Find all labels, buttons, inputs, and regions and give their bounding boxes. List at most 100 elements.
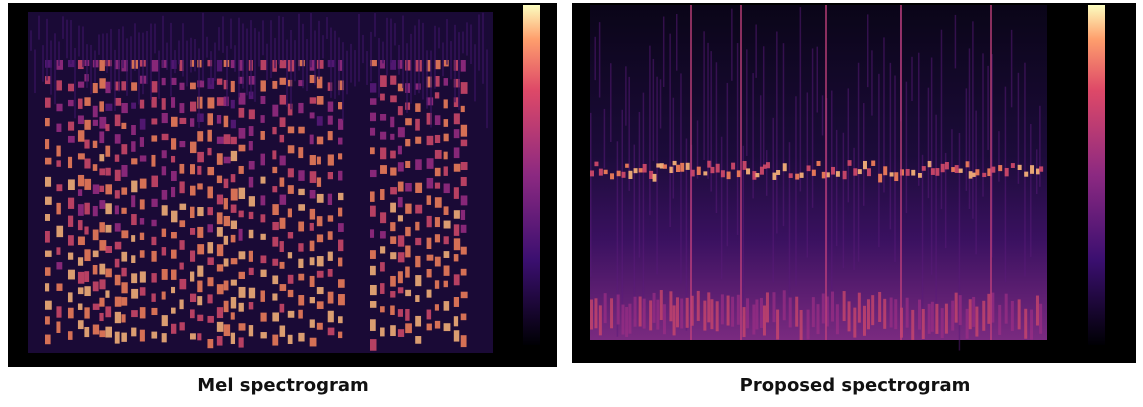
texture: [951, 167, 956, 172]
texture: [776, 309, 780, 340]
texture: [362, 34, 364, 64]
texture: [338, 137, 343, 145]
texture: [99, 297, 105, 307]
texture: [171, 307, 176, 314]
texture: [84, 158, 91, 169]
texture: [316, 116, 323, 126]
texture: [151, 81, 158, 93]
texture: [390, 95, 397, 103]
texture: [238, 127, 246, 139]
texture: [397, 106, 403, 116]
texture: [121, 332, 127, 342]
texture: [390, 18, 392, 63]
texture: [77, 174, 85, 187]
texture: [434, 60, 441, 70]
texture: [811, 48, 814, 208]
texture: [453, 274, 460, 286]
texture: [45, 139, 50, 150]
texture: [821, 293, 825, 324]
texture: [179, 181, 185, 194]
texture: [453, 129, 460, 139]
texture: [918, 172, 923, 178]
texture: [171, 210, 178, 223]
texture: [649, 45, 651, 216]
texture: [736, 294, 740, 325]
texture: [70, 20, 72, 64]
texture: [415, 204, 423, 214]
texture: [862, 103, 865, 206]
texture: [443, 78, 449, 86]
texture: [426, 60, 431, 72]
texture: [338, 118, 344, 130]
texture: [443, 133, 449, 142]
texture: [77, 153, 85, 160]
texture: [260, 269, 267, 277]
texture: [656, 76, 658, 275]
texture: [131, 158, 138, 165]
texture: [762, 305, 766, 336]
texture: [238, 302, 244, 312]
texture: [151, 198, 158, 207]
texture: [272, 104, 279, 117]
texture: [309, 155, 316, 166]
texture: [197, 333, 202, 341]
texture: [390, 305, 395, 315]
texture: [294, 40, 296, 82]
texture: [370, 31, 372, 82]
texture: [628, 76, 630, 191]
texture: [835, 129, 838, 247]
texture: [260, 312, 267, 322]
texture: [190, 164, 195, 175]
texture: [366, 51, 368, 85]
texture: [309, 257, 315, 266]
texture: [972, 172, 977, 177]
texture: [821, 171, 826, 179]
texture: [380, 306, 385, 313]
texture: [279, 284, 287, 291]
texture: [460, 268, 467, 276]
texture: [230, 188, 238, 201]
texture: [92, 140, 98, 148]
texture: [134, 23, 136, 72]
texture: [878, 73, 880, 248]
texture: [414, 25, 416, 96]
texture: [67, 83, 75, 92]
texture: [84, 119, 91, 130]
texture: [171, 116, 178, 127]
texture: [426, 237, 432, 249]
texture: [460, 209, 466, 220]
texture: [166, 42, 168, 70]
texture: [327, 291, 334, 304]
texture: [105, 203, 112, 215]
texture: [788, 142, 791, 296]
texture: [434, 320, 441, 329]
texture: [685, 162, 690, 170]
texture: [330, 27, 332, 98]
texture: [309, 60, 315, 71]
texture: [248, 211, 254, 220]
caption: Mel spectrogram: [197, 375, 369, 396]
texture: [216, 78, 223, 85]
texture: [77, 60, 84, 70]
texture: [161, 150, 167, 159]
texture: [45, 316, 50, 325]
texture: [782, 43, 785, 227]
texture: [67, 252, 74, 260]
texture: [1004, 86, 1007, 283]
texture: [139, 287, 146, 296]
texture: [327, 193, 333, 206]
texture: [616, 170, 621, 177]
texture: [1035, 168, 1040, 175]
texture: [77, 98, 83, 109]
texture: [67, 121, 75, 131]
texture: [286, 39, 288, 107]
texture: [56, 80, 62, 91]
texture: [150, 23, 152, 100]
texture: [298, 170, 305, 181]
texture: [316, 96, 324, 105]
texture: [222, 16, 224, 53]
texture: [426, 177, 434, 189]
texture: [951, 300, 955, 331]
texture: [975, 306, 979, 337]
texture: [99, 168, 106, 176]
